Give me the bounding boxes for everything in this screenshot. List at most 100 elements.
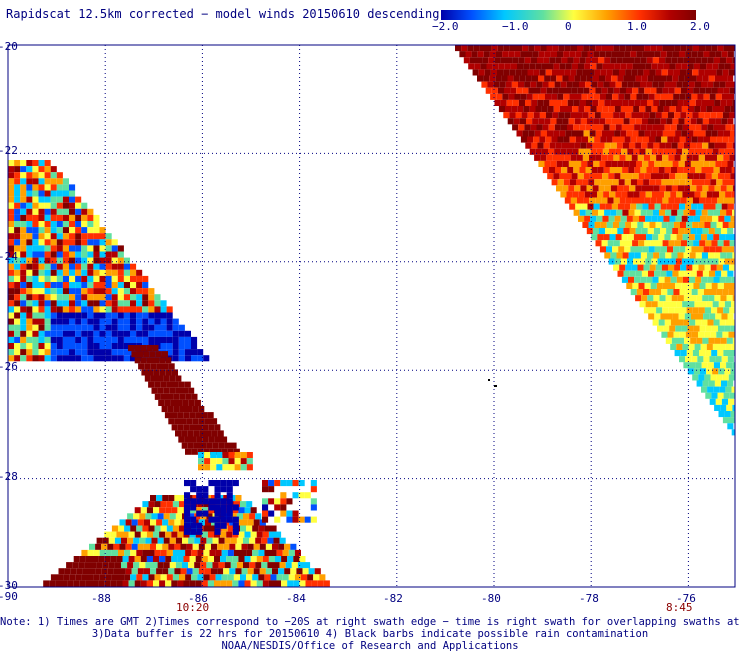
wind-cell [689, 167, 696, 174]
wind-cell [111, 312, 118, 319]
wind-cell [236, 537, 243, 544]
wind-cell [152, 345, 159, 352]
wind-cell [596, 215, 603, 222]
wind-cell [707, 319, 714, 326]
wind-cell [140, 507, 147, 514]
wind-cell [232, 580, 239, 587]
wind-cell [727, 75, 734, 82]
wind-cell [186, 406, 193, 413]
wind-cell [660, 228, 667, 235]
wind-cell [20, 282, 27, 289]
wind-cell [179, 525, 186, 532]
wind-cell [621, 234, 628, 241]
wind-cell [62, 227, 69, 234]
wind-cell [623, 75, 630, 82]
wind-cell [561, 167, 568, 174]
wind-cell [660, 246, 667, 253]
wind-cell [606, 179, 613, 186]
wind-cell [704, 264, 711, 271]
wind-cell [134, 531, 141, 538]
wind-cell [178, 355, 185, 362]
wind-cell [716, 374, 723, 381]
wind-cell [676, 81, 683, 88]
wind-cell [671, 99, 678, 106]
wind-cell [571, 87, 578, 94]
wind-cell [189, 556, 196, 563]
wind-cell [722, 221, 729, 228]
wind-cell [629, 142, 636, 149]
wind-cell [639, 148, 646, 155]
wind-cell [226, 531, 233, 538]
wind-cell [463, 57, 470, 64]
wind-cell [142, 324, 149, 331]
wind-cell [585, 124, 592, 131]
wind-cell [580, 118, 587, 125]
wind-cell [110, 580, 117, 587]
wind-cell [646, 81, 653, 88]
wind-cell [550, 118, 557, 125]
wind-cell [81, 355, 88, 362]
wind-cell [673, 93, 680, 100]
wind-cell [110, 531, 117, 538]
wind-cell [563, 136, 570, 143]
wind-cell [627, 234, 634, 241]
wind-cell [191, 549, 198, 556]
wind-cell [87, 275, 94, 282]
wind-cell [669, 106, 676, 113]
wind-cell [721, 313, 728, 320]
wind-cell [26, 172, 33, 179]
wind-cell [14, 227, 21, 234]
wind-cell [553, 63, 560, 70]
wind-cell [616, 167, 623, 174]
wind-cell [694, 191, 701, 198]
wind-cell [702, 75, 709, 82]
wind-cell [588, 221, 595, 228]
wind-cell [214, 498, 221, 505]
wind-cell [26, 257, 33, 264]
wind-cell [44, 349, 51, 356]
wind-cell [627, 191, 634, 198]
wind-cell [69, 349, 76, 356]
wind-cell [491, 45, 498, 52]
wind-cell [683, 295, 690, 302]
wind-cell [20, 178, 27, 185]
wind-cell [32, 221, 39, 228]
wind-cell [123, 312, 130, 319]
wind-cell [603, 191, 610, 198]
wind-cell [280, 504, 287, 511]
wind-cell [671, 209, 678, 216]
wind-cell [599, 118, 606, 125]
wind-cell [681, 215, 688, 222]
wind-cell [81, 282, 88, 289]
wind-cell [621, 276, 628, 283]
wind-cell [556, 75, 563, 82]
wind-cell [262, 556, 269, 563]
wind-cell [180, 519, 187, 526]
lat-tick-label: -30 [0, 579, 18, 592]
wind-cell [654, 246, 661, 253]
wind-cell [290, 543, 297, 550]
wind-cell [713, 124, 720, 131]
wind-cell [699, 45, 706, 52]
wind-cell [148, 336, 155, 343]
wind-cell [628, 209, 635, 216]
wind-cell [236, 513, 243, 520]
wind-cell [210, 464, 217, 471]
wind-cell [573, 167, 580, 174]
wind-cell [553, 130, 560, 137]
wind-cell [649, 179, 656, 186]
wind-cell [166, 306, 173, 313]
wind-cell [580, 75, 587, 82]
wind-cell [258, 574, 265, 581]
wind-cell [50, 306, 57, 313]
wind-cell [597, 124, 604, 131]
wind-cell [724, 325, 731, 332]
wind-cell [621, 191, 628, 198]
wind-cell [105, 343, 112, 350]
wind-cell [726, 142, 733, 149]
wind-cell [20, 257, 27, 264]
wind-cell [111, 318, 118, 325]
wind-cell [643, 154, 650, 161]
wind-cell [701, 252, 708, 259]
wind-cell [651, 301, 658, 308]
